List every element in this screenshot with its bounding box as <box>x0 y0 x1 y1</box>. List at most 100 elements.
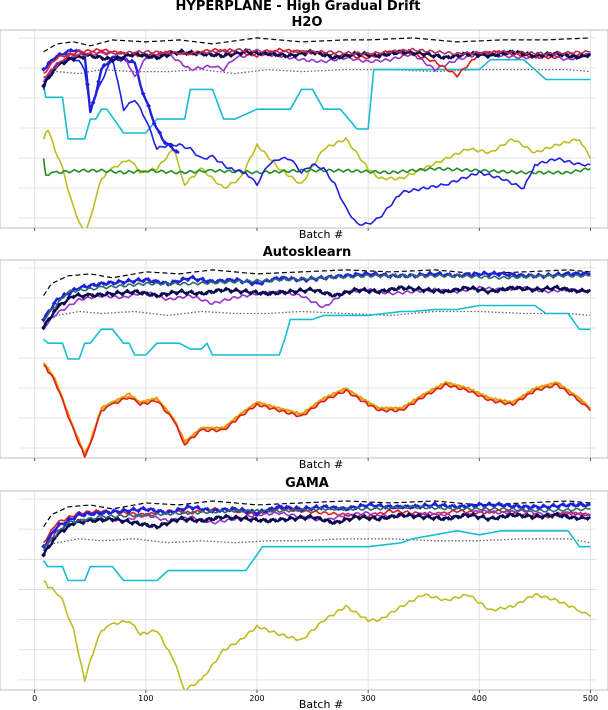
series-line-3 <box>42 129 592 228</box>
series-marker <box>179 48 185 54</box>
series-marker <box>510 512 516 518</box>
series-marker <box>287 515 293 521</box>
series-marker <box>347 53 353 59</box>
series-marker <box>554 284 560 290</box>
series-marker <box>312 516 318 521</box>
series-marker <box>495 288 501 294</box>
series-marker <box>263 517 269 523</box>
series-marker <box>450 287 456 293</box>
series-marker <box>278 516 283 522</box>
series-marker <box>322 291 328 296</box>
series-marker <box>574 55 580 61</box>
axes-frame <box>0 259 608 459</box>
series-marker <box>534 512 540 518</box>
series-marker <box>317 515 323 521</box>
series-marker <box>342 516 348 522</box>
series-marker <box>263 290 269 296</box>
series-marker <box>475 515 481 521</box>
series-marker <box>307 286 313 292</box>
series-marker <box>278 289 283 295</box>
series-marker <box>450 514 456 520</box>
series-marker <box>110 292 115 298</box>
series-marker <box>61 528 67 534</box>
series-marker <box>75 53 81 59</box>
series-marker <box>195 504 201 510</box>
series-marker <box>90 100 96 106</box>
series-marker <box>41 552 46 558</box>
series-line-3 <box>43 580 591 690</box>
series-marker <box>297 514 303 519</box>
series-marker <box>150 507 156 513</box>
series-marker <box>243 287 249 293</box>
series-marker <box>516 503 522 509</box>
series-marker <box>292 290 298 295</box>
series-marker <box>427 270 433 276</box>
panel-title: H2O <box>292 15 323 30</box>
series-marker <box>46 74 52 80</box>
series-marker <box>91 511 97 517</box>
series-marker <box>254 511 260 517</box>
series-marker <box>76 511 82 517</box>
series-marker <box>521 504 527 510</box>
panel-title: Autosklearn <box>263 245 352 260</box>
series-marker <box>253 289 259 294</box>
series-marker <box>203 517 209 523</box>
series-line-5 <box>43 364 592 458</box>
series-marker <box>110 517 115 523</box>
series-marker <box>569 514 575 520</box>
series-marker <box>159 521 165 527</box>
series-marker <box>101 62 107 68</box>
series-marker <box>307 513 313 519</box>
series-marker <box>391 50 397 56</box>
series-marker <box>446 288 451 294</box>
series-marker <box>51 300 57 306</box>
series-line-2 <box>42 58 591 140</box>
series-marker <box>239 506 245 512</box>
series-marker <box>71 56 76 62</box>
series-marker <box>467 502 472 508</box>
series-marker <box>71 521 76 527</box>
series-marker <box>199 517 204 523</box>
series-marker <box>81 283 87 289</box>
series-marker <box>455 287 461 293</box>
series-marker <box>126 277 131 283</box>
series-marker <box>366 289 372 295</box>
series-line-4 <box>42 362 591 454</box>
series-marker <box>80 520 86 526</box>
series-marker <box>200 276 206 282</box>
series-marker <box>585 289 591 294</box>
series-marker <box>481 270 487 275</box>
series-marker <box>140 505 146 511</box>
series-marker <box>81 513 87 518</box>
series-marker <box>274 505 280 511</box>
series-marker <box>115 289 120 295</box>
series-marker <box>376 290 382 295</box>
series-marker <box>471 270 477 276</box>
series-marker <box>506 272 512 278</box>
series-line-8 <box>43 273 591 320</box>
series-marker <box>411 51 417 57</box>
series-marker <box>248 518 254 523</box>
series-marker <box>421 52 427 58</box>
series-marker <box>376 54 382 59</box>
series-marker <box>544 512 550 517</box>
series-marker <box>144 291 150 297</box>
series-marker <box>322 518 328 523</box>
series-marker <box>154 293 160 299</box>
series-marker <box>61 291 67 297</box>
axes-frame <box>0 29 608 229</box>
series-marker <box>273 52 278 58</box>
series-marker <box>199 50 204 56</box>
series-marker <box>529 288 535 294</box>
series-marker <box>565 503 571 509</box>
series-marker <box>238 517 244 523</box>
series-marker <box>516 273 522 278</box>
x-tick-label: 500 <box>583 694 598 703</box>
series-marker <box>569 53 575 59</box>
series-marker <box>164 53 170 59</box>
series-marker <box>134 288 140 294</box>
series-marker <box>294 504 299 510</box>
series-marker <box>121 507 126 512</box>
series-marker <box>80 294 86 300</box>
series-marker <box>190 506 196 512</box>
